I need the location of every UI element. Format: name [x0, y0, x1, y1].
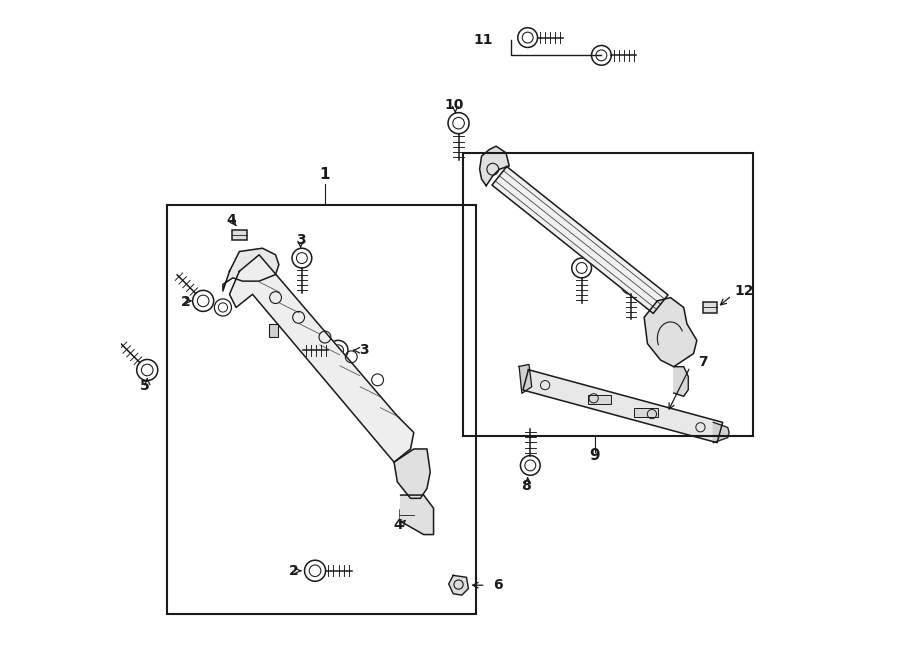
Polygon shape	[519, 364, 532, 393]
Text: 10: 10	[445, 98, 464, 112]
Text: 6: 6	[493, 578, 502, 592]
Text: 12: 12	[734, 284, 754, 298]
Bar	[634, 408, 658, 417]
Polygon shape	[400, 495, 434, 535]
Text: 2: 2	[181, 295, 190, 309]
Polygon shape	[492, 167, 668, 313]
Text: 5: 5	[140, 379, 149, 393]
Bar	[232, 230, 247, 241]
Bar	[269, 324, 277, 337]
Bar	[464, 153, 752, 436]
Text: 3: 3	[359, 343, 369, 357]
Bar	[167, 206, 476, 613]
Polygon shape	[223, 249, 279, 291]
Text: 9: 9	[590, 448, 600, 463]
Polygon shape	[449, 575, 468, 595]
Polygon shape	[523, 369, 723, 443]
Text: 4: 4	[394, 518, 403, 532]
Text: 11: 11	[473, 32, 493, 46]
Bar	[703, 302, 717, 313]
Text: 1: 1	[320, 167, 330, 182]
Text: 3: 3	[296, 233, 305, 247]
Bar	[588, 395, 611, 405]
Polygon shape	[394, 449, 430, 498]
Polygon shape	[230, 254, 414, 462]
Text: 8: 8	[521, 479, 531, 493]
Bar	[400, 510, 415, 520]
Polygon shape	[714, 422, 729, 443]
Text: 7: 7	[698, 355, 707, 369]
Polygon shape	[644, 297, 697, 367]
Polygon shape	[674, 367, 688, 397]
Text: 2: 2	[289, 564, 298, 578]
Polygon shape	[480, 146, 509, 186]
Text: 4: 4	[227, 213, 237, 227]
